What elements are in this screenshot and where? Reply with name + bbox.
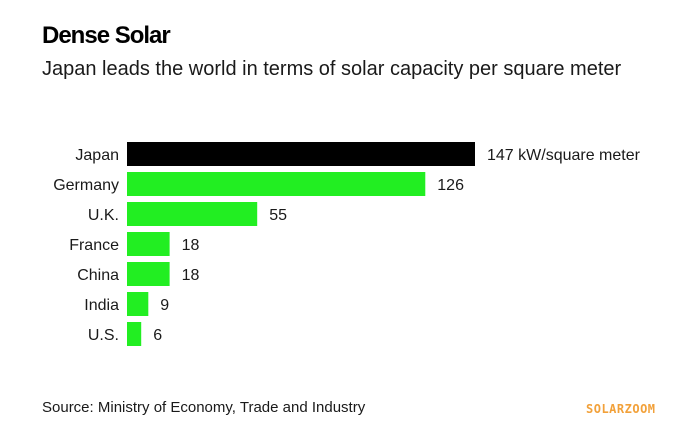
value-label: 18 bbox=[182, 237, 200, 254]
category-label: Japan bbox=[75, 147, 119, 164]
bar-germany bbox=[127, 172, 426, 196]
category-label: U.K. bbox=[88, 207, 119, 224]
chart-title: Dense Solar bbox=[42, 22, 171, 49]
category-label: China bbox=[77, 267, 119, 284]
category-label: India bbox=[84, 297, 119, 314]
bar-india bbox=[127, 292, 149, 316]
bar-france bbox=[127, 232, 170, 256]
category-label: U.S. bbox=[88, 327, 119, 344]
chart-subtitle: Japan leads the world in terms of solar … bbox=[42, 58, 622, 80]
value-label: 147 kW/square meter bbox=[487, 147, 641, 164]
value-label: 9 bbox=[160, 297, 169, 314]
watermark-logo: SOLARZOOM bbox=[586, 402, 656, 416]
value-label: 126 bbox=[437, 177, 464, 194]
bar-china bbox=[127, 262, 170, 286]
category-label: Germany bbox=[53, 177, 119, 194]
bar-u-k bbox=[127, 202, 258, 226]
value-label: 55 bbox=[269, 207, 287, 224]
value-label: 6 bbox=[153, 327, 162, 344]
bar-japan bbox=[127, 142, 475, 166]
bar-u-s bbox=[127, 322, 142, 346]
value-label: 18 bbox=[182, 267, 200, 284]
category-label: France bbox=[69, 237, 119, 254]
source-note: Source: Ministry of Economy, Trade and I… bbox=[42, 399, 366, 416]
